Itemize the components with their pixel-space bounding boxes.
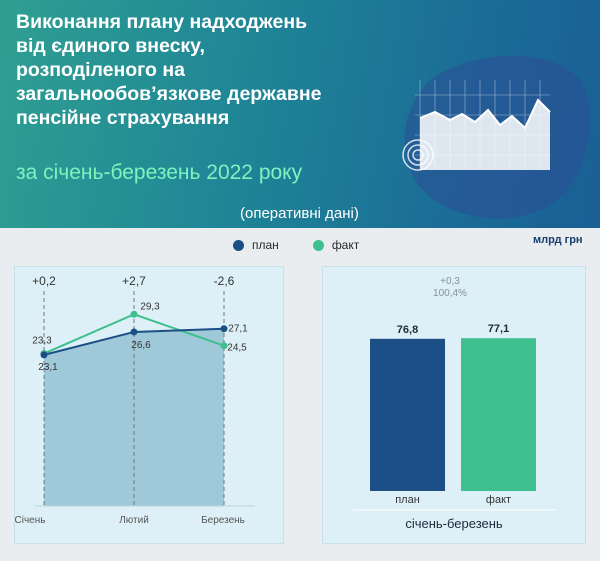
unit-label: млрд грн — [533, 234, 583, 246]
plan-point-2 — [130, 328, 138, 336]
fact-value-label-2: 29,3 — [140, 301, 160, 312]
difference-label-3: -2,6 — [214, 274, 235, 288]
monthly-line-chart: +0,2 +2,7 -2,6 23,3 29,3 24,5 23,1 26,6 27,1 Січе… — [15, 274, 255, 526]
fact-point-2 — [130, 310, 138, 318]
legend-item-plan: план — [233, 238, 279, 252]
plan-value-label-3: 27,1 — [228, 324, 248, 335]
quarter-chart-panel: +0,3 100,4% 76,8 план 77,1 факт січень-березен… — [322, 266, 586, 544]
monthly-chart-panel: +0,2 +2,7 -2,6 23,3 29,3 24,5 23,1 26,6 27,1 Січе… — [14, 266, 284, 544]
difference-annotation: +0,3 — [440, 276, 460, 287]
data-note: (оперативні дані) — [240, 205, 359, 222]
bar-value-label-2: 77,1 — [488, 323, 509, 335]
fact-point-3 — [220, 342, 228, 350]
x-tick-label-1: Січень — [15, 515, 45, 526]
bar-category-label-2: факт — [486, 494, 511, 506]
fact-value-label-3: 24,5 — [227, 343, 247, 354]
page-title: Виконання плану надходжень від єдиного в… — [16, 11, 322, 129]
bar-chart-xlabel: січень-березень — [405, 516, 503, 531]
header-banner: Виконання плану надходжень від єдиного в… — [0, 0, 600, 228]
fact-value-label-1: 23,3 — [32, 336, 52, 347]
legend-label-fact: факт — [331, 238, 360, 252]
bar-факт — [461, 338, 536, 491]
x-tick-label-3: Березень — [201, 515, 245, 526]
plan-value-label-2: 26,6 — [131, 340, 151, 351]
bar-план — [370, 338, 445, 491]
bar-category-label-1: план — [395, 494, 420, 506]
plan-point-3 — [220, 325, 228, 333]
period-subtitle: за січень-березень 2022 року — [16, 161, 303, 184]
percent-annotation: 100,4% — [433, 288, 467, 299]
plan-point-1 — [40, 351, 48, 359]
chart-illustration-icon — [402, 55, 590, 219]
difference-label-2: +2,7 — [122, 274, 146, 288]
bar-value-label-1: 76,8 — [397, 324, 418, 336]
legend-marker-plan — [233, 239, 244, 251]
legend-marker-fact — [312, 239, 324, 251]
difference-label-1: +0,2 — [32, 274, 56, 288]
legend-item-fact: факт — [312, 238, 360, 252]
plan-value-label-1: 23,1 — [38, 362, 58, 373]
legend-label-plan: план — [252, 238, 279, 252]
legend: план факт — [233, 238, 393, 252]
x-tick-label-2: Лютий — [119, 515, 149, 526]
